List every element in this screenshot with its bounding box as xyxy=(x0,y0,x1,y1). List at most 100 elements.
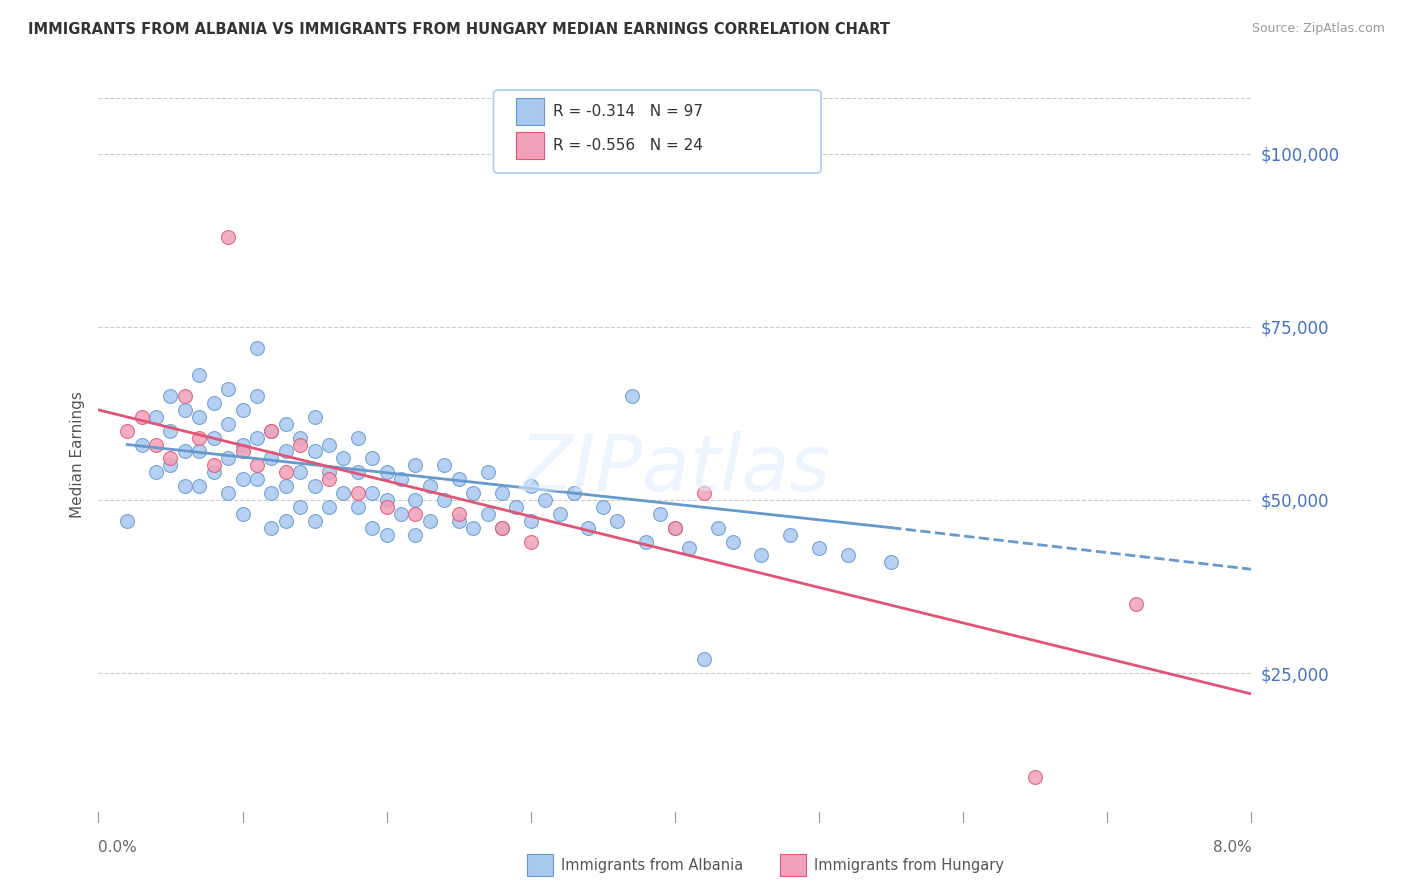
Point xyxy=(188,431,211,445)
Point xyxy=(246,431,269,445)
Point xyxy=(548,507,571,521)
Point xyxy=(346,431,368,445)
Point xyxy=(491,521,513,535)
Point xyxy=(159,458,181,473)
Point xyxy=(318,437,340,451)
Point xyxy=(520,479,543,493)
Point xyxy=(520,514,543,528)
Point xyxy=(274,479,297,493)
Point xyxy=(202,458,225,473)
Y-axis label: Median Earnings: Median Earnings xyxy=(69,392,84,518)
Point xyxy=(346,465,368,479)
Point xyxy=(290,500,312,514)
Point xyxy=(202,396,225,410)
Point xyxy=(447,507,470,521)
Point xyxy=(405,458,427,473)
Point xyxy=(520,534,543,549)
Point xyxy=(188,409,211,424)
Point xyxy=(751,549,773,563)
Text: 0.0%: 0.0% xyxy=(98,840,138,855)
Point xyxy=(290,437,312,451)
Point xyxy=(433,492,456,507)
Point xyxy=(491,486,513,500)
Point xyxy=(217,486,239,500)
Point xyxy=(318,465,340,479)
Text: IMMIGRANTS FROM ALBANIA VS IMMIGRANTS FROM HUNGARY MEDIAN EARNINGS CORRELATION C: IMMIGRANTS FROM ALBANIA VS IMMIGRANTS FR… xyxy=(28,22,890,37)
Point xyxy=(246,458,269,473)
Point xyxy=(837,549,859,563)
Point xyxy=(477,465,499,479)
Point xyxy=(664,521,686,535)
Point xyxy=(332,486,354,500)
Point xyxy=(217,229,239,244)
Point xyxy=(361,451,384,466)
Point xyxy=(117,514,139,528)
Point xyxy=(447,514,470,528)
Point xyxy=(246,389,269,403)
Point xyxy=(131,409,153,424)
Point xyxy=(318,472,340,486)
Point xyxy=(375,492,398,507)
Point xyxy=(117,424,139,438)
Point xyxy=(721,534,744,549)
Point xyxy=(707,521,730,535)
Point xyxy=(361,521,384,535)
Point xyxy=(389,472,412,486)
Point xyxy=(375,500,398,514)
Point xyxy=(188,479,211,493)
Point xyxy=(650,507,672,521)
Point xyxy=(260,451,283,466)
Point xyxy=(274,465,297,479)
Point xyxy=(202,431,225,445)
Point xyxy=(274,417,297,431)
Point xyxy=(304,514,326,528)
Point xyxy=(419,514,441,528)
Point xyxy=(389,507,412,521)
Point xyxy=(260,521,283,535)
Point xyxy=(174,389,197,403)
Point xyxy=(318,500,340,514)
Text: 8.0%: 8.0% xyxy=(1212,840,1251,855)
Point xyxy=(664,521,686,535)
Point xyxy=(145,409,167,424)
Text: Source: ZipAtlas.com: Source: ZipAtlas.com xyxy=(1251,22,1385,36)
Point xyxy=(290,431,312,445)
Point xyxy=(808,541,831,556)
Point xyxy=(880,555,903,569)
Point xyxy=(419,479,441,493)
Point xyxy=(447,472,470,486)
Point xyxy=(433,458,456,473)
Point xyxy=(405,492,427,507)
Point xyxy=(231,444,254,458)
Point xyxy=(188,444,211,458)
Point xyxy=(260,424,283,438)
Point xyxy=(678,541,700,556)
Point xyxy=(693,486,716,500)
Point xyxy=(274,444,297,458)
Text: ZIPatlas: ZIPatlas xyxy=(519,431,831,508)
Point xyxy=(636,534,658,549)
Point xyxy=(505,500,527,514)
Point xyxy=(491,521,513,535)
Point xyxy=(274,514,297,528)
Point xyxy=(174,403,197,417)
Point xyxy=(260,486,283,500)
Point xyxy=(779,527,801,541)
Point xyxy=(231,403,254,417)
Point xyxy=(461,521,484,535)
Point xyxy=(361,486,384,500)
Point xyxy=(534,492,557,507)
Point xyxy=(188,368,211,383)
Point xyxy=(304,444,326,458)
Point xyxy=(375,465,398,479)
Point xyxy=(202,465,225,479)
Point xyxy=(159,451,181,466)
Point xyxy=(304,479,326,493)
Point xyxy=(405,527,427,541)
Point xyxy=(145,437,167,451)
Point xyxy=(1024,770,1046,784)
Point xyxy=(145,465,167,479)
Point xyxy=(159,389,181,403)
Point xyxy=(578,521,600,535)
Point xyxy=(606,514,628,528)
